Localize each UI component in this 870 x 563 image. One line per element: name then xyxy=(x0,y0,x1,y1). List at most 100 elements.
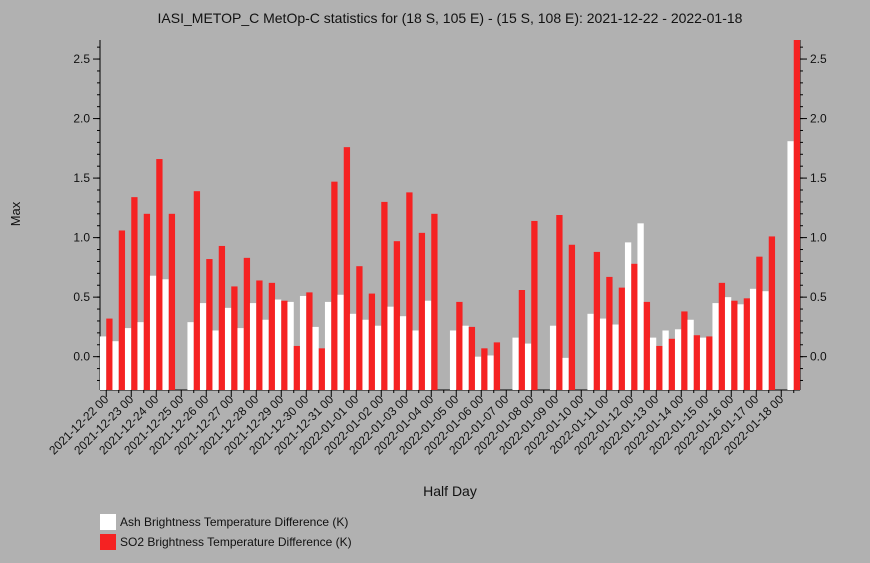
bar-so2 xyxy=(106,318,113,390)
bar-so2 xyxy=(706,336,713,390)
y-tick-label-left: 1.0 xyxy=(73,231,90,245)
y-axis-label: Max xyxy=(8,201,23,226)
bar-so2 xyxy=(431,213,438,390)
bar-so2 xyxy=(206,259,213,390)
bar-ash xyxy=(562,357,569,390)
y-tick-label-left: 2.5 xyxy=(73,52,90,66)
y-tick-label-right: 0.0 xyxy=(810,350,827,364)
bar-so2 xyxy=(406,192,413,390)
bar-so2 xyxy=(356,266,363,390)
bar-ash xyxy=(112,341,119,390)
bar-so2 xyxy=(343,147,351,390)
bar-ash xyxy=(674,329,682,390)
bar-ash xyxy=(762,291,769,390)
bar-so2 xyxy=(318,348,326,390)
bar-so2 xyxy=(456,301,463,390)
bar-ash xyxy=(187,322,194,390)
bar-ash xyxy=(312,326,319,390)
bar-so2 xyxy=(168,213,176,390)
bar-ash xyxy=(624,242,632,390)
legend-swatch-ash xyxy=(100,514,116,530)
legend-item-so2: SO2 Brightness Temperature Difference (K… xyxy=(100,532,352,552)
bar-so2 xyxy=(118,230,126,390)
bar-so2 xyxy=(493,342,501,390)
bar-so2 xyxy=(756,256,763,390)
bar-ash xyxy=(149,275,157,390)
bar-ash xyxy=(137,322,144,390)
bar-so2 xyxy=(156,159,163,390)
axes: 0.0 0.00.5 0.51.0 1.01.5 1.52.0 2.02.5 2.52021… xyxy=(46,40,827,457)
bar-so2 xyxy=(256,280,263,390)
x-axis-label: Half Day xyxy=(423,483,477,499)
bar-ash xyxy=(299,295,307,390)
bar-so2 xyxy=(643,301,651,390)
bar-ash xyxy=(399,316,407,390)
bar-ash xyxy=(487,355,494,390)
legend: Ash Brightness Temperature Difference (K… xyxy=(100,512,352,552)
bar-so2 xyxy=(381,201,388,390)
bar-so2 xyxy=(218,245,226,390)
bar-ash xyxy=(612,324,619,390)
bar-ash xyxy=(649,337,657,390)
bar-ash xyxy=(287,301,294,390)
bar-so2 xyxy=(568,244,576,390)
bar-ash xyxy=(662,330,669,390)
y-tick-label-left: 2.0 xyxy=(73,112,90,126)
bar-so2 xyxy=(243,257,251,390)
bar-so2 xyxy=(193,191,201,390)
bar-so2 xyxy=(768,236,776,390)
bar-so2 xyxy=(731,300,738,390)
bar-so2 xyxy=(606,276,613,390)
bar-ash xyxy=(124,328,132,390)
legend-swatch-so2 xyxy=(100,534,116,550)
y-tick-label-left: 1.5 xyxy=(73,171,90,185)
bar-ash xyxy=(749,288,757,390)
bar-ash xyxy=(374,325,382,390)
bar-ash xyxy=(462,325,469,390)
bar-ash xyxy=(587,313,594,390)
bar-so2 xyxy=(331,181,338,390)
bar-ash xyxy=(474,356,482,390)
bar-so2 xyxy=(556,215,563,390)
bar-so2 xyxy=(743,298,751,390)
y-tick-label-right: 0.5 xyxy=(810,290,827,304)
bar-ash xyxy=(337,294,344,390)
bar-ash xyxy=(599,318,607,390)
bar-so2 xyxy=(293,345,301,390)
bar-so2 xyxy=(618,287,626,390)
bar-ash xyxy=(412,330,419,390)
bar-so2 xyxy=(693,335,701,390)
bar-ash xyxy=(699,337,707,390)
bars xyxy=(99,40,801,390)
bar-so2 xyxy=(231,286,238,390)
y-tick-label-left: 0.0 xyxy=(73,350,90,364)
bar-so2 xyxy=(518,290,526,390)
bar-so2 xyxy=(656,345,663,390)
bar-so2 xyxy=(631,263,638,390)
bar-so2 xyxy=(281,300,288,390)
bar-ash xyxy=(449,330,457,390)
bar-ash xyxy=(224,307,232,390)
bar-ash xyxy=(724,297,732,390)
bar-ash xyxy=(262,319,269,390)
bar-ash xyxy=(212,330,219,390)
bar-so2 xyxy=(131,197,138,390)
legend-label-so2: SO2 Brightness Temperature Difference (K… xyxy=(120,535,352,549)
bar-so2 xyxy=(531,220,538,390)
bar-so2 xyxy=(468,326,476,390)
bar-so2 xyxy=(668,338,676,390)
bar-so2 xyxy=(268,282,276,390)
bar-ash xyxy=(524,343,532,390)
y-tick-label-right: 2.0 xyxy=(810,112,827,126)
y-tick-label-right: 2.5 xyxy=(810,52,827,66)
bar-ash xyxy=(512,337,519,390)
bar-so2 xyxy=(143,213,151,390)
bar-so2 xyxy=(718,282,726,390)
bar-ash xyxy=(787,141,794,390)
y-tick-label-right: 1.5 xyxy=(810,171,827,185)
y-tick-label-right: 1.0 xyxy=(810,231,827,245)
bar-so2 xyxy=(593,251,601,390)
bar-ash xyxy=(362,319,369,390)
bar-ash xyxy=(349,313,357,390)
